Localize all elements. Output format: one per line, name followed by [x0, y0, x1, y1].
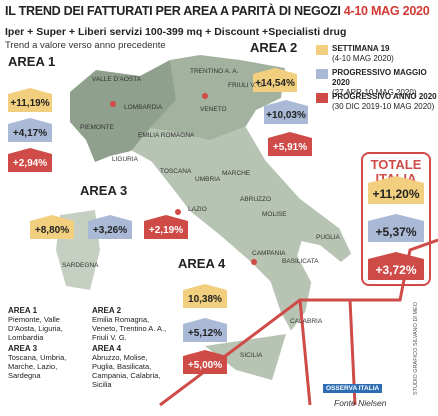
title: IL TREND DEI FATTURATI PER AREA A PARITÀ…	[5, 4, 430, 18]
region-label: VENETO	[200, 106, 227, 113]
region-label: EMILIA ROMAGNA	[138, 132, 195, 139]
legend-item: SETTIMANA 19 (4-10 MAG 2020)	[316, 44, 394, 64]
region-label: LOMBARDIA	[124, 104, 163, 111]
region-label: SICILIA	[240, 352, 263, 359]
region-label: MARCHE	[222, 170, 251, 177]
area-value: +3,26%	[88, 215, 132, 239]
region-label: SARDEGNA	[62, 262, 99, 269]
total-value: +11,20%	[368, 176, 424, 204]
region-label: FRIULI V. G.	[228, 82, 265, 89]
city-dot	[110, 101, 116, 107]
city-dot	[202, 93, 208, 99]
total-value: +5,37%	[368, 214, 424, 242]
region-label: TOSCANA	[160, 168, 192, 175]
legend-item: PROGRESSIVO MAGGIO 2020 (27 APR-10 MAG 20…	[316, 68, 438, 98]
region-label: ABRUZZO	[240, 196, 272, 203]
city-dot	[251, 259, 257, 265]
region-label: TRENTINO A. A.	[190, 68, 239, 75]
total-box	[361, 152, 431, 286]
area-key: AREA 1 Piemonte, Valle D'Aosta, Liguria, …	[8, 306, 63, 342]
sicily-shape	[205, 334, 286, 380]
region-label: PUGLIA	[316, 234, 340, 241]
area-value: +5,91%	[268, 132, 312, 156]
region-label: VALLE D'AOSTA	[92, 76, 142, 83]
area-2-shape	[150, 55, 285, 140]
region-label: UMBRIA	[195, 176, 221, 183]
area-value: +14,54%	[253, 68, 297, 92]
region-label: CAMPANIA	[252, 250, 286, 257]
region-label: BASILICATA	[282, 258, 319, 265]
legend-item: PROGRESSIVO ANNO 2020 (30 DIC 2019-10 MAG…	[316, 92, 437, 112]
area-key: AREA 3 Toscana, Umbria, Marche, Lazio, Sa…	[8, 344, 67, 380]
region-label: LAZIO	[188, 206, 207, 213]
title-text: IL TREND DEI FATTURATI PER AREA A PARITÀ…	[5, 4, 341, 18]
area-1-shape	[70, 60, 176, 162]
area-key: AREA 4 Abruzzo, Molise, Puglia, Basilicat…	[92, 344, 161, 389]
note: Trend a valore verso anno precedente	[5, 40, 166, 51]
area-label: AREA 2	[248, 40, 300, 55]
region-label: PIEMONTE	[80, 124, 114, 131]
area-value: +10,03%	[264, 100, 308, 124]
area-label: AREA 1	[6, 54, 58, 69]
area-key: AREA 2 Emilia Romagna, Veneto, Trentino A…	[92, 306, 167, 342]
region-label: LIGURIA	[112, 156, 139, 163]
city-dot	[175, 209, 181, 215]
area-label: AREA 4	[176, 256, 228, 271]
region-label: MOLISE	[262, 211, 287, 218]
region-label: CALABRIA	[290, 318, 323, 325]
logo: OSSERVA ITALIA	[323, 384, 383, 393]
title-date: 4-10 MAG 2020	[343, 4, 430, 18]
subtitle: Iper + Super + Liberi servizi 100-399 mq…	[5, 26, 347, 38]
credit: STUDIO GRAFICO SILVANO DI MEO	[413, 301, 419, 395]
area-label: AREA 3	[78, 183, 130, 198]
source: Fonte Nielsen	[334, 398, 387, 408]
